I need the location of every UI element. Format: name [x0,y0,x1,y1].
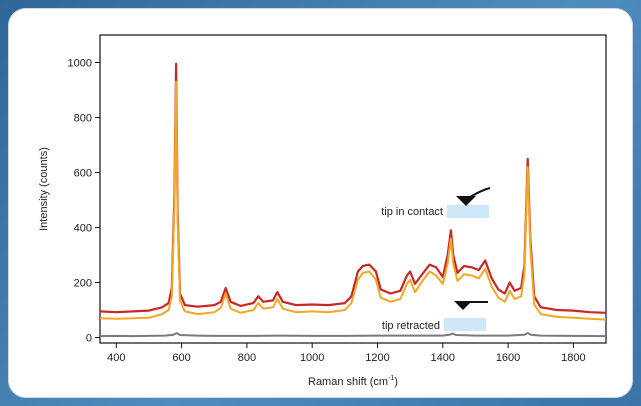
y-tick-label: 400 [74,223,92,235]
x-axis-title-sup: -1 [388,375,394,382]
y-tick-label: 800 [74,113,92,125]
x-tick-label: 1200 [365,352,389,364]
series-line-retracted-gray [99,332,607,338]
tip-in-contact-label: tip in contact [381,206,443,218]
x-tick-label: 1800 [561,352,585,364]
x-tick-label: 1000 [300,352,324,364]
x-tick-label: 1600 [496,352,520,364]
legend-tip-in-contact: tip in contact [381,187,491,218]
legend-tip-retracted: tip retracted [382,301,488,332]
tip-contact-cantilever-icon [456,196,476,206]
y-tick-label: 600 [74,168,92,180]
tip-retracted-cantilever-icon [454,301,472,310]
series-layer [99,62,607,338]
tip-in-contact-swatch [447,205,489,218]
y-tick-label: 1000 [68,58,92,70]
x-axis-title-main: Raman shift (cm [308,376,388,388]
y-tick-label: 0 [86,333,92,345]
tip-retracted-swatch [444,318,486,331]
y-axis-title: Intensity (counts) [38,147,50,231]
x-tick-label: 1400 [431,352,455,364]
tip-retracted-label: tip retracted [382,320,440,332]
x-tick-label: 400 [107,352,125,364]
x-tick-label: 800 [238,352,256,364]
x-axis-title: Raman shift (cm-1) [308,375,398,388]
series-line-contact-orange [99,80,607,321]
tip-contact-arm-icon [469,187,491,198]
ticks-layer: 400 600 800 1000 1200 1400 1600 1800 0 200 400 600 8… [68,58,586,365]
x-axis-title-close: ) [394,376,398,388]
x-tick-label: 600 [172,352,190,364]
series-line-contact-red [99,62,607,314]
y-tick-label: 200 [74,278,92,290]
